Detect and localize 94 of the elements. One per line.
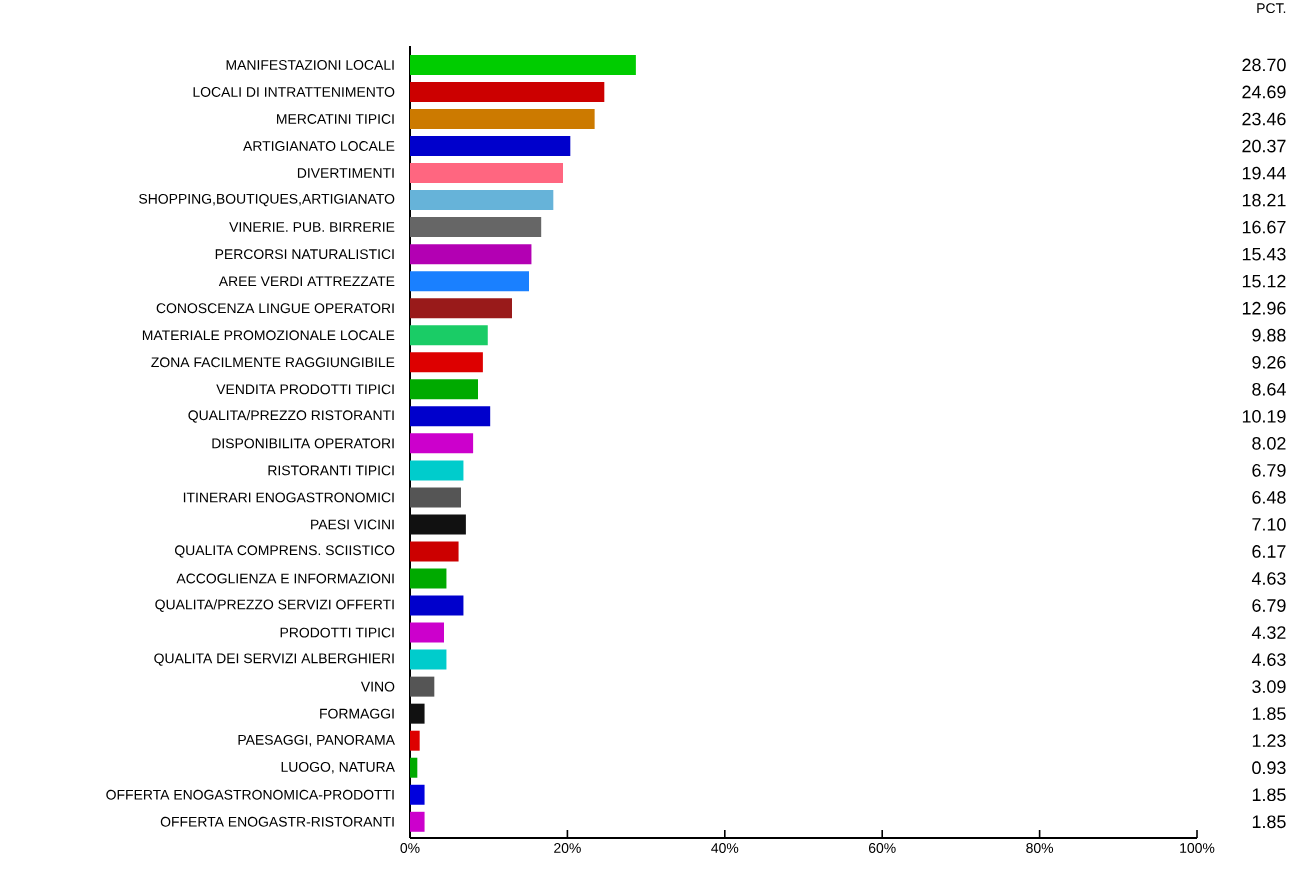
y-tick-label: QUALITA COMPRENS. SCIISTICO [175,545,395,558]
data-label: 15.43 [1242,247,1286,261]
bar [410,649,447,670]
bar [410,244,532,265]
y-tick-label: DISPONIBILITA OPERATORI [212,438,394,449]
x-tick-label: 80% [1026,843,1054,853]
bar [410,514,466,535]
data-label: 1.23 [1252,734,1286,748]
y-tick-label: ARTIGIANATO LOCALE [243,141,395,151]
y-tick-label: ACCOGLIENZA E INFORMAZIONI [176,573,394,584]
x-tick-label: 0% [400,843,420,853]
data-label: 23.46 [1242,112,1286,126]
y-tick-label: OFFERTA ENOGASTR-RISTORANTI [160,816,394,827]
bar [410,703,425,724]
bar [410,217,542,238]
data-label: 7.10 [1252,518,1286,531]
bar [410,730,420,751]
y-tick-label: PRODOTTI TIPICI [280,627,394,638]
data-label: 4.63 [1251,653,1286,666]
data-label: 6.48 [1252,491,1286,504]
bar [410,190,554,211]
x-tick-label: 60% [868,843,896,853]
bar [410,81,605,102]
data-label: 8.64 [1252,382,1286,396]
x-tick-label: 40% [711,843,739,853]
data-label: 4.63 [1251,572,1286,585]
data-label: 1.85 [1252,815,1286,829]
y-tick-label: PERCORSI NATURALISTICI [215,249,394,260]
y-tick-label: MERCATINI TIPICI [277,114,394,124]
data-label: 16.67 [1242,220,1286,234]
data-label: 15.12 [1242,274,1286,288]
y-tick-label: OFFERTA ENOGASTRONOMICA-PRODOTTI [106,789,394,800]
data-label: 6.79 [1252,599,1286,612]
y-tick-label: DIVERTIMENTI [297,168,394,178]
y-tick-label: PAESI VICINI [311,519,394,530]
data-label: 3.09 [1252,680,1286,693]
bar [410,433,474,454]
y-tick-label: ITINERARI ENOGASTRONOMICI [183,492,394,503]
y-tick-label: RISTORANTI TIPICI [268,465,394,476]
bar [410,163,563,184]
y-tick-label: VINO [360,681,395,692]
data-label: 1.85 [1252,788,1286,802]
data-label: 9.88 [1252,328,1286,342]
data-label: 6.17 [1252,545,1286,558]
bar [410,757,418,778]
bar [410,811,425,832]
y-tick-label: SHOPPING,BOUTIQUES,ARTIGIANATO [139,193,395,207]
bar [410,541,459,562]
y-tick-label: QUALITA DEI SERVIZI ALBERGHIERI [154,653,394,666]
bar [410,595,464,616]
bar [410,325,488,346]
bar [410,54,636,75]
y-tick-label: QUALITA/PREZZO SERVIZI OFFERTI [155,599,394,612]
y-tick-label: MANIFESTAZIONI LOCALI [226,60,394,70]
bar [410,136,571,157]
bar [410,568,447,589]
bar [410,298,512,319]
bar [410,622,444,643]
bar [410,784,425,805]
bar [410,108,595,129]
x-tick-label: 100% [1180,843,1215,853]
data-label: 28.70 [1242,58,1286,72]
bar [410,352,483,373]
y-tick-label: CONOSCENZA LINGUE OPERATORI [156,303,394,314]
data-label: 4.32 [1251,626,1286,639]
data-label: 18.21 [1242,193,1286,207]
y-tick-label: ZONA FACILMENTE RAGGIUNGIBILE [151,357,395,368]
y-tick-label: LUOGO, NATURA [281,761,395,774]
x-tick-label: 20% [554,843,581,853]
bar [410,676,435,697]
bar [410,406,491,427]
data-label: 19.44 [1242,166,1286,180]
data-label: 24.69 [1242,85,1286,99]
bar [410,271,529,292]
data-label: 1.85 [1252,707,1286,721]
data-label: 0.93 [1252,761,1286,775]
y-tick-label: LOCALI DI INTRATTENIMENTO [193,87,395,97]
data-label: 8.02 [1252,437,1286,450]
bar [410,379,478,400]
data-label: 6.79 [1252,464,1286,477]
y-tick-label: AREE VERDI ATTREZZATE [218,276,395,286]
data-label: 20.37 [1242,139,1286,153]
y-tick-label: VINERIE. PUB. BIRRERIE [229,222,395,232]
y-tick-label: QUALITA/PREZZO RISTORANTI [188,409,394,423]
data-label: 10.19 [1242,409,1286,423]
bar [410,487,461,508]
y-tick-label: FORMAGGI [320,708,394,719]
y-tick-label: VENDITA PRODOTTI TIPICI [216,384,394,395]
y-tick-label: MATERIALE PROMOZIONALE LOCALE [142,330,395,341]
bar [410,460,464,481]
data-label: 12.96 [1242,301,1286,315]
text: PCT. [1257,3,1286,14]
data-label: 9.26 [1252,355,1286,369]
y-tick-label: PAESAGGI, PANORAMA [238,734,395,747]
